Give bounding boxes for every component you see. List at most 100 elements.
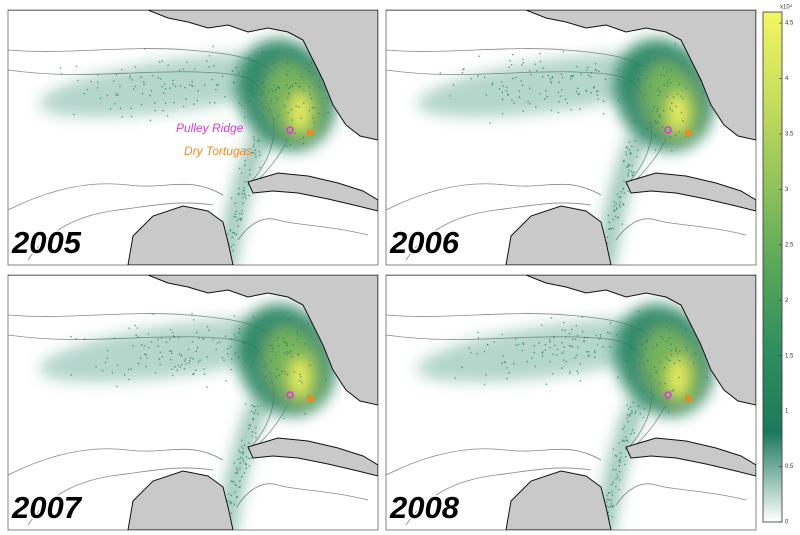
particle [627,165,630,167]
particle [172,331,174,334]
particle [268,344,271,347]
particle [549,346,551,349]
particle [275,375,277,378]
particle [521,349,524,352]
dry-tortugas-marker [685,130,691,136]
particle [251,92,254,95]
particle [244,194,247,197]
particle [509,59,511,62]
particle [670,353,672,356]
particle [502,355,504,357]
particle [669,343,672,345]
particle [244,349,246,352]
particle [633,171,635,173]
particle [630,170,633,173]
particle [104,361,107,364]
particle [594,350,596,352]
particle [318,112,320,115]
particle [476,353,479,355]
particle [274,89,277,92]
particle [235,216,237,218]
particle [550,317,553,319]
particle [587,355,589,358]
particle [242,460,245,463]
particle [134,66,137,68]
particle [231,70,234,72]
particle [233,480,235,483]
particle [635,410,637,412]
particle [658,94,660,97]
particle [174,85,177,88]
particle [501,333,504,336]
particle [184,363,187,365]
particle [622,204,625,206]
particle [135,334,137,336]
particle [575,90,578,93]
particle [234,483,236,485]
particle [631,429,634,431]
particle [203,84,206,87]
particle [643,407,646,410]
particle [669,136,672,138]
particle [586,350,588,353]
particle [184,86,186,89]
particle [259,166,261,169]
particle [694,352,697,355]
particle [206,325,209,328]
dry-tortugas-marker [685,395,691,401]
particle [161,85,164,88]
particle [613,201,615,203]
particle [249,89,252,91]
particle [277,336,280,339]
particle [545,90,547,92]
particle [668,329,670,331]
particle [146,357,148,359]
particle [240,219,242,221]
particle [101,369,104,372]
particle [86,88,89,91]
particle [609,332,611,335]
particle [259,154,261,156]
particle [242,71,245,73]
depth-contour [386,183,602,211]
particle [257,139,260,141]
particle [608,228,610,230]
particle [576,334,579,337]
particle [574,338,577,341]
particle [531,357,533,359]
particle [666,340,669,343]
particle [586,69,588,71]
particle [161,356,163,358]
particle [610,499,612,501]
land [505,470,612,530]
particle [179,85,182,87]
particle [215,348,217,351]
particle [169,358,172,361]
particle [611,505,613,508]
particle [676,352,679,355]
particle [628,164,631,166]
particle [629,373,631,375]
particle [554,344,556,347]
particle [240,217,243,220]
particle [244,164,246,166]
particle [258,151,261,153]
particle [244,403,247,405]
particle [154,102,156,104]
particle [505,86,508,89]
particle [183,368,186,370]
particle [152,313,154,315]
particle [571,346,574,348]
particle [231,481,234,483]
particle [622,203,624,205]
particle [613,209,616,212]
particle [293,371,296,373]
particle [255,347,257,350]
depth-contour [237,218,369,241]
particle [154,372,157,374]
particle [663,366,666,369]
particle [576,370,578,372]
particle [608,221,610,224]
particle [244,160,246,162]
particle [650,375,652,377]
